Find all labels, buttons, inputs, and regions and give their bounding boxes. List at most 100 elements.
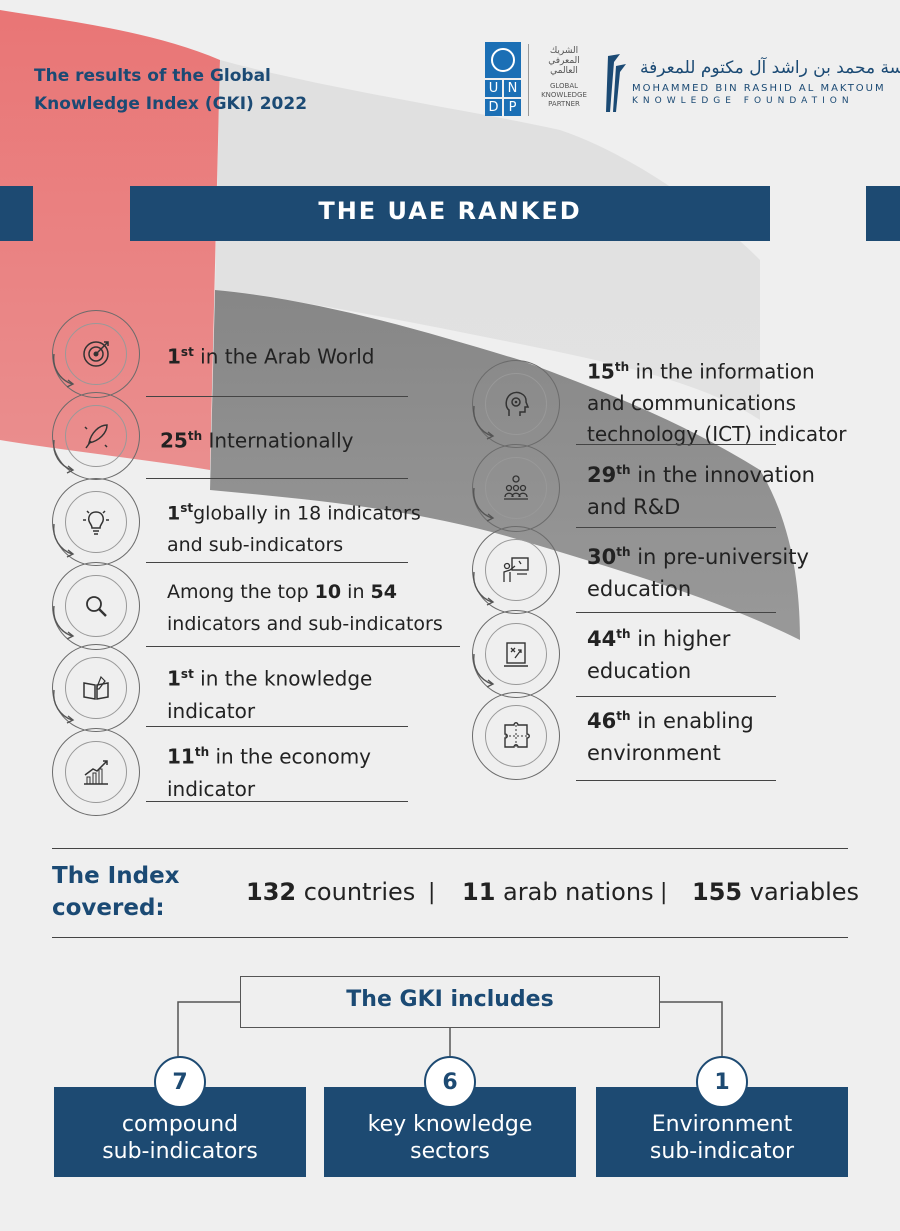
card-line-1: compound [121,1112,239,1137]
ranking-suffix: th [616,545,631,559]
lightbulb-icon [83,510,109,535]
strategy-board-icon [504,642,528,667]
ranking-suffix: th [194,745,210,759]
partner-en: GLOBAL KNOWLEDGE PARTNER [541,82,587,108]
banner-side-bar [866,186,900,241]
ranking-line-1: 44th in higher [587,618,887,655]
ranking-line-1: Among the top 10 in 54 [167,576,467,608]
item-underline [146,478,408,479]
card-line-2: sectors [410,1139,490,1164]
knowledge-partner-label: الشريك المعرفي العالمي GLOBAL KNOWLEDGE … [534,46,594,109]
ranking-line-3: technology (ICT) indicator [587,421,847,446]
ranking-line-1: 29th in the innovation [587,454,887,491]
ranking-label: in pre-university [630,545,809,569]
ranking-mid: in [341,581,371,603]
ranking-number: 44 [587,627,617,651]
stat-arab-nations: 11 arab nations [462,878,654,906]
ranking-label: in higher [630,627,731,651]
rocket-icon [84,424,108,449]
item-underline [576,780,776,781]
title-line-1: The results of the Global [34,66,271,86]
ranking-text: 46th in enabling environment [587,700,887,769]
banner-side-bar [0,186,33,241]
flow-arrow-icon [473,653,495,688]
item-underline [576,612,776,613]
stat-text: variables [742,878,860,906]
stat-countries: 132 countries [246,878,415,906]
ranking-circle-inner [65,657,127,719]
ranking-number: 30 [587,545,617,569]
gki-includes-title: The GKI includes [240,976,660,1028]
ranking-line-2: and sub-indicators [167,534,344,557]
puzzle-icon [504,722,530,748]
ranking-label: in the knowledge [193,666,373,691]
ranking-circle [52,310,140,398]
page-title: The results of the Global Knowledge Inde… [34,62,374,118]
ranking-line-2: indicator [167,776,256,801]
item-underline [576,527,776,528]
card-number-badge: 7 [154,1056,206,1108]
head-gear-icon [505,391,530,416]
ranking-circle-inner [65,323,127,385]
ranking-label: in the information [629,359,815,384]
ranking-suffix: th [616,709,631,723]
mbr-english-name: MOHAMMED BIN RASHID AL MAKTOUM [632,83,886,94]
ranking-text: 11th in the economy indicator [167,736,467,805]
card-number-badge: 1 [696,1056,748,1108]
book-icon [83,675,109,700]
ranking-suffix: th [616,627,631,641]
stat-text: countries [296,878,416,906]
magnifier-icon [86,596,107,617]
ranking-number: 10 [314,581,342,603]
item-underline [576,444,776,445]
ranking-number: 25 [160,428,188,453]
globe-icon [491,48,515,72]
item-underline [146,801,408,802]
item-underline [576,696,776,697]
ranking-line-1: 46th in enabling [587,700,887,737]
ranking-line-1: 15th in the information [587,352,887,388]
ranking-suffix: th [614,360,630,374]
ranking-line-2: indicator [167,698,256,723]
mbr-foundation-label: KNOWLEDGE FOUNDATION [632,96,854,106]
flow-arrow-icon [53,605,75,640]
item-underline [146,396,408,397]
undp-letter: P [504,99,521,116]
card-line-2: sub-indicators [102,1139,258,1164]
stat-text: arab nations [495,878,654,906]
growth-chart-icon [84,760,108,785]
ranking-line-1: 30th in pre-university [587,536,887,573]
separator: | [428,880,436,905]
ranking-label: in enabling [630,709,754,733]
ranking-number: 46 [587,709,617,733]
ranking-label: globally in 18 indicators [193,502,421,525]
ranking-suffix: st [180,345,194,359]
ranking-text: 29th in the innovation and R&D [587,454,887,523]
ranking-text: 30th in pre-university education [587,536,887,605]
undp-letter: U [485,80,502,97]
item-underline [146,646,460,647]
mbr-arabic-name: مؤسسة محمد بن راشد آل مكتوم للمعرفة [640,58,900,78]
ranking-circle-inner [65,741,127,803]
index-label-line-2: covered: [52,895,165,921]
ranking-circle-inner [485,457,547,519]
ranking-number: 54 [370,581,397,603]
teacher-board-icon [503,557,529,582]
item-underline [146,562,408,563]
ranking-line-2: environment [587,741,721,765]
divider [52,937,848,938]
ranking-circle-inner [485,539,547,601]
ranking-text: 44th in higher education [587,618,887,687]
ranking-circle [472,444,560,532]
ranking-text: 1st in the Arab World [167,336,467,373]
logo-divider [528,44,529,116]
undp-letter: N [504,80,521,97]
ranking-line-2: education [587,577,692,601]
ranking-text: 1st in the knowledge indicator [167,658,467,727]
card-line-1: key knowledge [367,1112,533,1137]
stat-number: 155 [692,878,743,906]
ranking-line-2: education [587,659,692,683]
partner-ar: الشريك المعرفي العالمي [548,46,580,76]
ranking-line-1: 1st in the Arab World [167,336,467,373]
flow-arrow-icon [53,353,75,388]
